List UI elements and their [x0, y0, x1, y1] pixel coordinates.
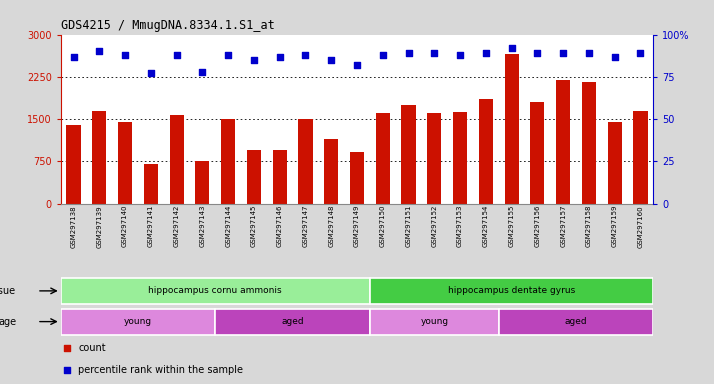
Bar: [298, 119, 313, 204]
Bar: [505, 54, 518, 204]
Bar: [370, 309, 498, 334]
Point: [428, 50, 440, 56]
Bar: [479, 99, 493, 204]
Point: [635, 50, 646, 56]
Bar: [427, 113, 441, 204]
Bar: [350, 152, 364, 204]
Point: [609, 53, 620, 60]
Bar: [633, 111, 648, 204]
Point: [223, 52, 234, 58]
Text: GDS4215 / MmugDNA.8334.1.S1_at: GDS4215 / MmugDNA.8334.1.S1_at: [61, 19, 274, 32]
Point: [403, 50, 414, 56]
Text: percentile rank within the sample: percentile rank within the sample: [79, 364, 243, 375]
Point: [454, 52, 466, 58]
Bar: [92, 111, 106, 204]
Text: age: age: [0, 316, 16, 327]
Bar: [118, 122, 132, 204]
Point: [68, 53, 79, 60]
Point: [326, 57, 337, 63]
Bar: [247, 150, 261, 204]
Text: young: young: [124, 317, 152, 326]
Bar: [453, 112, 467, 204]
Bar: [324, 139, 338, 204]
Text: hippocampus dentate gyrus: hippocampus dentate gyrus: [448, 286, 575, 295]
Point: [532, 50, 543, 56]
Bar: [61, 278, 370, 304]
Bar: [608, 122, 622, 204]
Point: [506, 45, 518, 51]
Bar: [582, 83, 596, 204]
Point: [377, 52, 388, 58]
Point: [248, 57, 260, 63]
Bar: [401, 105, 416, 204]
Text: hippocampus cornu ammonis: hippocampus cornu ammonis: [149, 286, 282, 295]
Bar: [531, 102, 545, 204]
Bar: [169, 114, 183, 204]
Bar: [61, 309, 216, 334]
Bar: [498, 309, 653, 334]
Point: [300, 52, 311, 58]
Text: young: young: [421, 317, 448, 326]
Point: [405, 68, 416, 74]
Bar: [370, 278, 653, 304]
Point: [171, 52, 182, 58]
Bar: [556, 79, 570, 204]
Bar: [196, 161, 209, 204]
Point: [558, 50, 569, 56]
Point: [274, 53, 286, 60]
Text: count: count: [79, 343, 106, 354]
Text: aged: aged: [565, 317, 588, 326]
Point: [480, 50, 491, 56]
Point: [583, 50, 595, 56]
Point: [94, 48, 105, 55]
Bar: [221, 119, 235, 204]
Bar: [144, 164, 158, 204]
Bar: [66, 125, 81, 204]
Bar: [273, 150, 287, 204]
Text: aged: aged: [281, 317, 304, 326]
Point: [119, 52, 131, 58]
Bar: [376, 113, 390, 204]
Point: [196, 69, 208, 75]
Text: tissue: tissue: [0, 286, 16, 296]
Point: [145, 70, 156, 76]
Point: [351, 62, 363, 68]
Point: [405, 260, 416, 266]
Bar: [216, 309, 370, 334]
